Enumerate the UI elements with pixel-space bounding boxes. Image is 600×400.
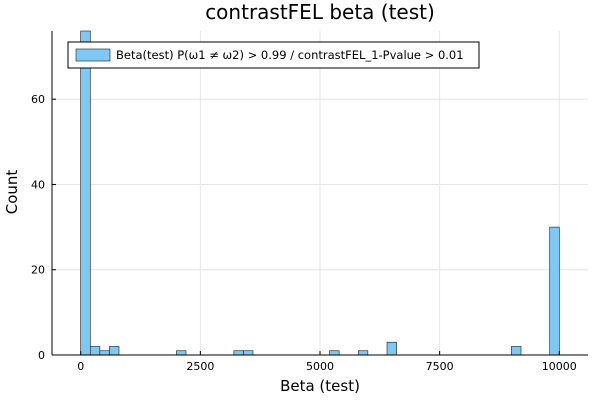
histogram-bar (243, 350, 254, 356)
y-axis-label: Count (3, 170, 21, 215)
y-tick-label: 20 (31, 264, 45, 277)
y-tick-label: 40 (31, 178, 45, 191)
histogram-bar (511, 346, 522, 356)
x-tick-label: 7500 (426, 360, 454, 373)
histogram-bar (89, 346, 101, 356)
legend-swatch (75, 48, 111, 62)
histogram-bar (80, 30, 91, 356)
y-tick-label: 60 (31, 93, 45, 106)
grid-lines (52, 31, 588, 356)
histogram-bar (233, 350, 244, 356)
histogram-bar (329, 350, 340, 356)
axes (51, 31, 588, 356)
histogram-bar (99, 350, 110, 356)
histogram-bar (357, 350, 369, 356)
x-tick-label: 2500 (186, 360, 214, 373)
histogram-bar (386, 341, 397, 356)
x-axis-label: Beta (test) (280, 377, 360, 395)
histogram-bar (549, 226, 560, 356)
legend-box (67, 41, 480, 69)
histogram-bar (109, 346, 120, 356)
x-tick-label: 10000 (542, 360, 577, 373)
legend: Beta(test) P(ω1 ≠ ω2) > 0.99 / contrastF… (67, 41, 480, 69)
legend-entry-label: Beta(test) P(ω1 ≠ ω2) > 0.99 / contrastF… (116, 48, 464, 62)
x-tick-label: 5000 (306, 360, 334, 373)
y-tick-label: 0 (38, 349, 45, 362)
chart-title: contrastFEL beta (test) (205, 0, 435, 24)
tick-labels: 0 2500 5000 7500 10000 0 20 40 60 (31, 93, 577, 373)
histogram-bar (176, 350, 187, 356)
x-tick-label: 0 (77, 360, 84, 373)
